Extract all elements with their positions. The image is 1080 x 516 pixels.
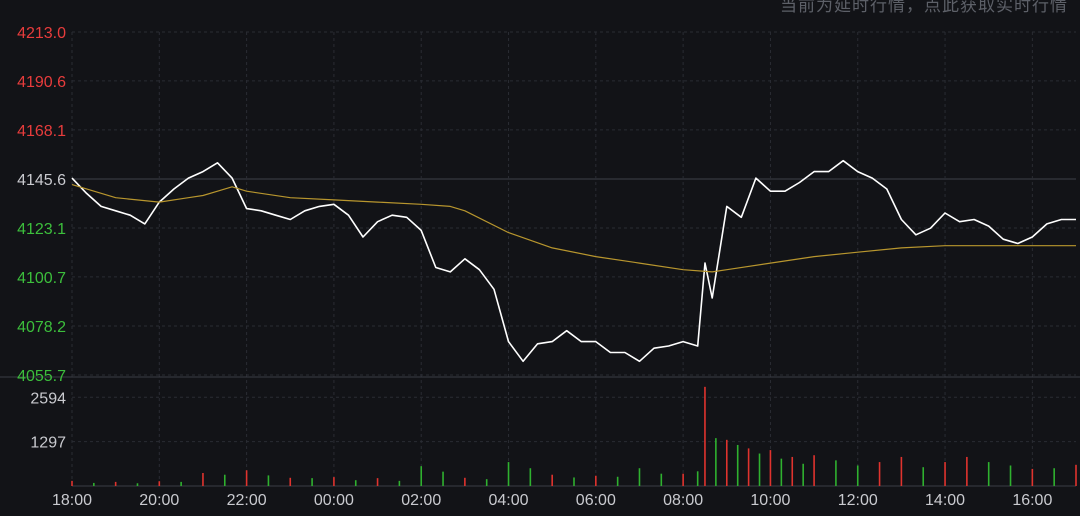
average-price-line: [71, 184, 1076, 273]
time-tick-label: 14:00: [925, 492, 965, 509]
time-tick-label: 08:00: [663, 492, 703, 509]
price-tick-label: 4145.6: [17, 172, 66, 189]
time-tick-label: 06:00: [576, 492, 616, 509]
time-tick-label: 22:00: [227, 492, 267, 509]
price-tick-label: 4055.7: [17, 368, 66, 385]
price-axis: 4213.0 4190.6 4168.1 4145.6 4123.1 4100.7 4078…: [17, 25, 66, 385]
price-tick-label: 4100.7: [17, 270, 66, 287]
time-tick-label: 02:00: [401, 492, 441, 509]
time-tick-label: 20:00: [139, 492, 179, 509]
price-tick-label: 4123.1: [17, 221, 66, 238]
delay-notice-link[interactable]: 当前为延时行情，点此获取实时行情: [780, 0, 1068, 16]
time-tick-label: 10:00: [750, 492, 790, 509]
time-tick-label: 12:00: [838, 492, 878, 509]
volume-tick-label: 1297: [30, 435, 66, 452]
price-tick-label: 4213.0: [17, 25, 66, 42]
price-tick-label: 4190.6: [17, 74, 66, 91]
time-tick-label: 18:00: [52, 492, 92, 509]
time-tick-label: 04:00: [488, 492, 528, 509]
time-tick-label: 16:00: [1012, 492, 1052, 509]
volume-tick-label: 2594: [30, 390, 66, 407]
price-tick-label: 4078.2: [17, 319, 66, 336]
volume-bars: [71, 386, 1077, 486]
price-line: [71, 159, 1076, 363]
time-tick-label: 00:00: [314, 492, 354, 509]
grid-lines: [0, 31, 1080, 487]
price-lines: [71, 159, 1076, 363]
volume-axis: 2594 1297: [30, 390, 66, 451]
time-axis: 18:00 20:00 22:00 00:00 02:00 04:00 06:00 08:00…: [52, 492, 1052, 509]
price-tick-label: 4168.1: [17, 123, 66, 140]
